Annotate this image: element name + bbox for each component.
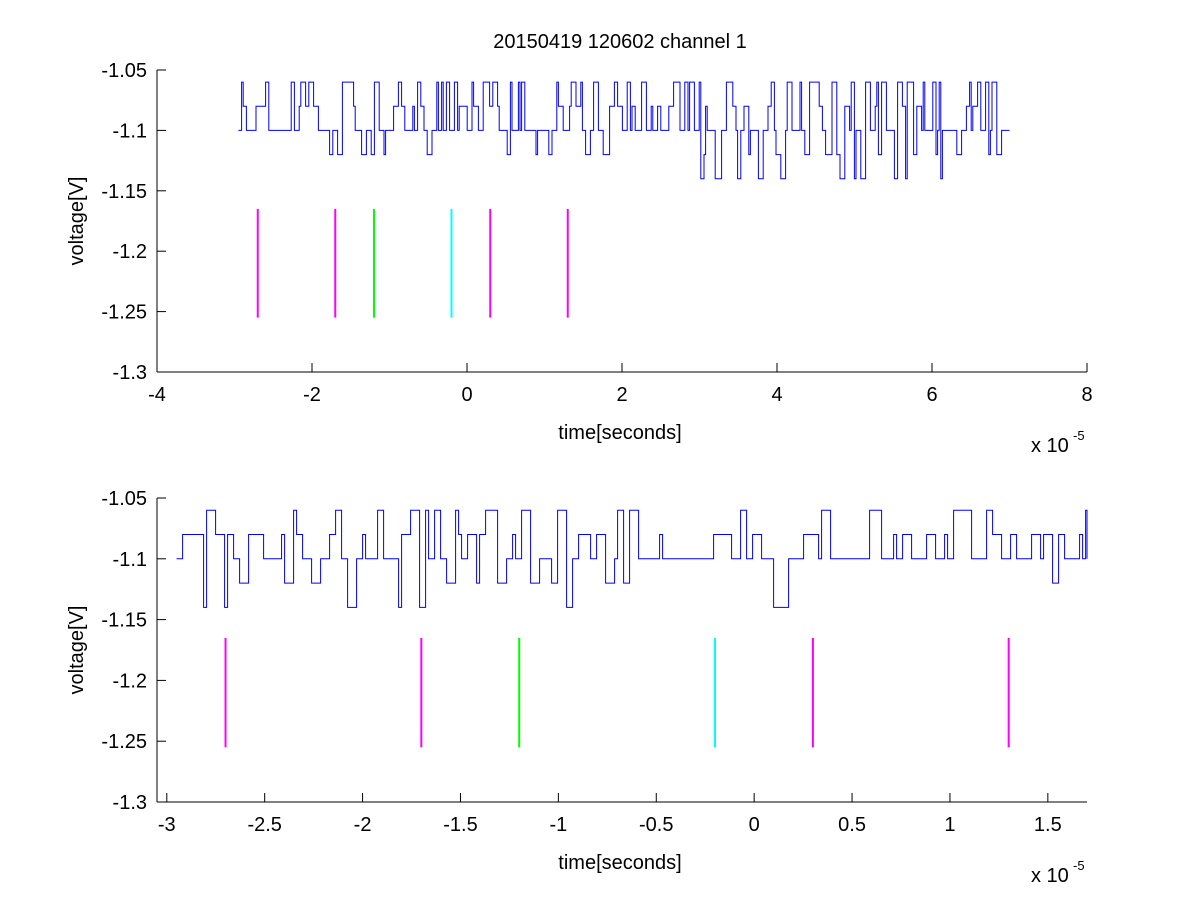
y-tick-label: -1.25 [101,302,147,324]
x-multiplier-label: x 10 [1031,435,1069,457]
x-axis-label: time[seconds] [558,852,681,874]
x-axis-label: time[seconds] [558,422,681,444]
x-tick-label: 8 [1081,384,1092,406]
x-tick-label: -1 [549,814,567,836]
y-tick-label: -1.15 [101,610,147,632]
x-tick-label: -2.5 [247,814,281,836]
y-tick-label: -1.1 [113,120,147,142]
x-tick-label: -1.5 [443,814,477,836]
signal-trace [238,81,1010,180]
x-tick-label: -3 [158,814,176,836]
x-tick-label: 1 [944,814,955,836]
x-tick-label: -2 [354,814,372,836]
y-axis-label: voltage[V] [66,606,88,695]
y-tick-label: -1.2 [113,241,147,263]
x-tick-label: 0 [749,814,760,836]
y-tick-label: -1.1 [113,549,147,571]
x-multiplier-exponent: -5 [1073,428,1085,443]
x-tick-label: -0.5 [639,814,673,836]
bottom-axes: -3 -2.5 -2 -1.5 -1 -0.5 0 0.5 1 1.5 -1.3 -1.25 -1.2 -… [66,488,1088,887]
signal-trace [176,509,1088,608]
x-tick-label: 4 [771,384,782,406]
y-tick-label: -1.3 [113,362,147,384]
x-tick-label: 0 [461,384,472,406]
x-tick-label: 2 [616,384,627,406]
x-multiplier-exponent: -5 [1073,858,1085,873]
x-tick-label: 0.5 [838,814,866,836]
y-tick-label: -1.25 [101,731,147,753]
y-tick-label: -1.3 [113,792,147,814]
x-tick-label: 1.5 [1034,814,1062,836]
x-tick-label: -4 [148,384,166,406]
x-tick-label: 6 [926,384,937,406]
y-axis-label: voltage[V] [66,177,88,266]
y-tick-label: -1.05 [101,60,147,82]
x-multiplier-label: x 10 [1031,865,1069,887]
x-tick-label: -2 [303,384,321,406]
y-tick-label: -1.2 [113,670,147,692]
y-tick-label: -1.05 [101,488,147,510]
figure-title: 20150419 120602 channel 1 [493,31,747,53]
top-axes: -4 -2 0 2 4 6 8 -1.3 -1.25 -1.2 -1.15 -1.1 -1.05 time… [66,60,1093,457]
y-tick-label: -1.15 [101,181,147,203]
